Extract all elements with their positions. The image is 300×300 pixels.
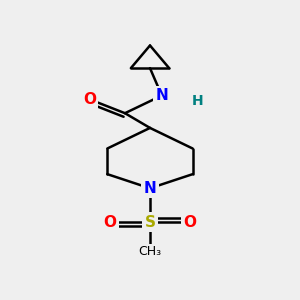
- Text: O: O: [183, 214, 196, 230]
- Text: N: N: [144, 181, 156, 196]
- Text: O: O: [104, 214, 117, 230]
- Text: S: S: [145, 214, 155, 230]
- Text: O: O: [83, 92, 96, 107]
- Text: H: H: [191, 94, 203, 107]
- Text: CH₃: CH₃: [138, 245, 162, 258]
- Text: N: N: [155, 88, 168, 103]
